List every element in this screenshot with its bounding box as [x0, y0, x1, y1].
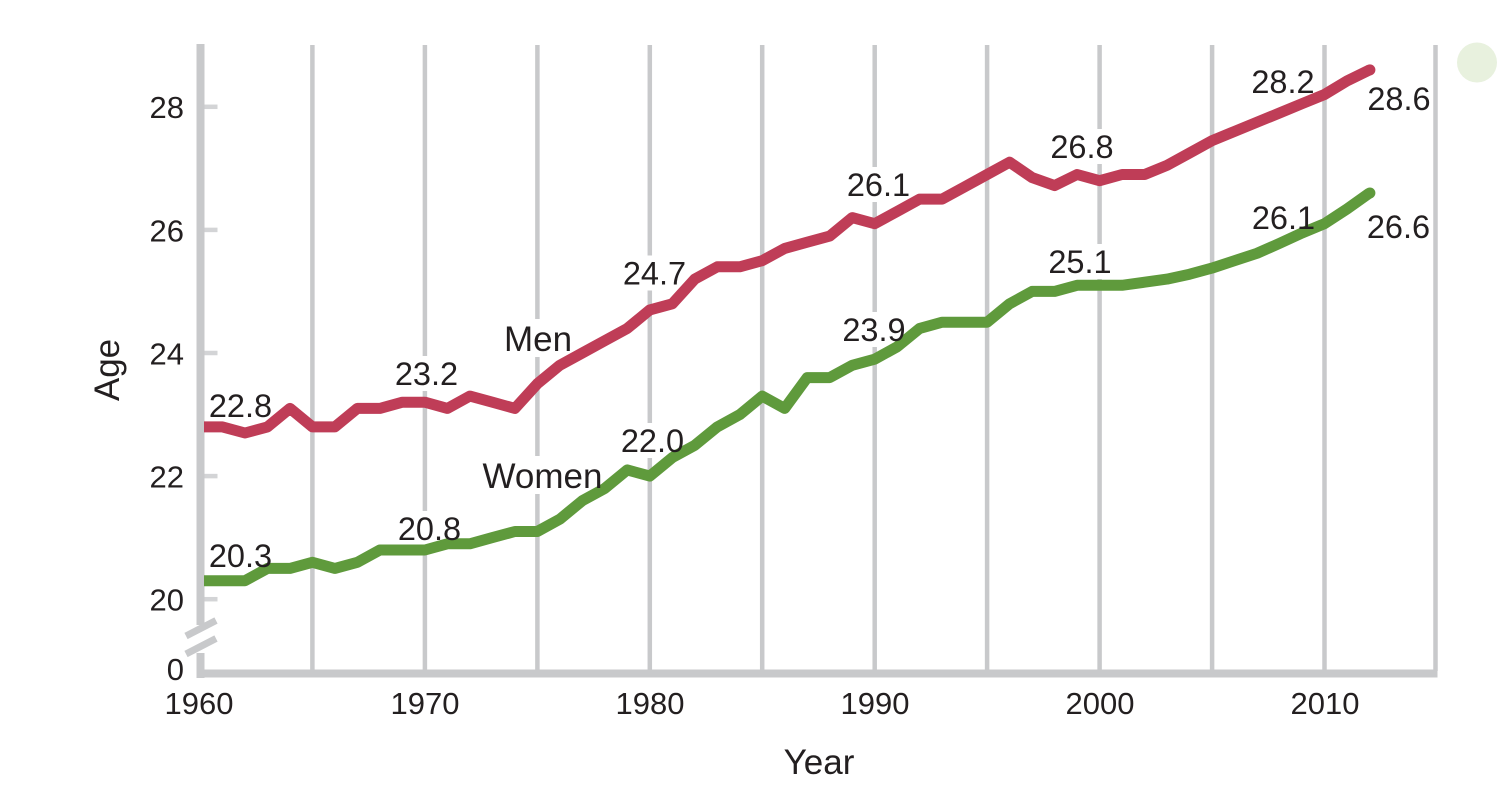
- svg-text:22.0: 22.0: [621, 423, 684, 459]
- svg-text:2010: 2010: [1291, 686, 1360, 721]
- svg-text:20.8: 20.8: [398, 511, 461, 547]
- svg-text:23.2: 23.2: [395, 356, 458, 392]
- svg-text:26.1: 26.1: [847, 167, 910, 203]
- svg-text:1960: 1960: [165, 686, 234, 721]
- svg-text:Men: Men: [504, 320, 572, 359]
- svg-text:24.7: 24.7: [623, 256, 686, 292]
- svg-text:26.1: 26.1: [1252, 200, 1315, 236]
- svg-text:26.8: 26.8: [1050, 129, 1113, 165]
- svg-text:24: 24: [150, 337, 184, 372]
- svg-text:28: 28: [150, 90, 184, 125]
- svg-text:22.8: 22.8: [209, 388, 272, 424]
- svg-text:22: 22: [150, 460, 184, 495]
- svg-text:1990: 1990: [841, 686, 910, 721]
- svg-text:20: 20: [150, 583, 184, 618]
- svg-text:1970: 1970: [391, 686, 460, 721]
- svg-text:25.1: 25.1: [1048, 244, 1111, 280]
- svg-text:1980: 1980: [616, 686, 685, 721]
- svg-text:28.2: 28.2: [1251, 64, 1314, 100]
- svg-text:23.9: 23.9: [842, 312, 905, 348]
- svg-text:28.6: 28.6: [1367, 81, 1430, 117]
- svg-text:2000: 2000: [1066, 686, 1135, 721]
- svg-text:20.3: 20.3: [209, 538, 272, 574]
- svg-text:Women: Women: [483, 457, 603, 496]
- svg-text:0: 0: [167, 652, 184, 687]
- svg-text:26.6: 26.6: [1367, 209, 1430, 245]
- svg-text:Age: Age: [88, 339, 127, 401]
- svg-text:26: 26: [150, 214, 184, 249]
- svg-text:Year: Year: [784, 743, 855, 782]
